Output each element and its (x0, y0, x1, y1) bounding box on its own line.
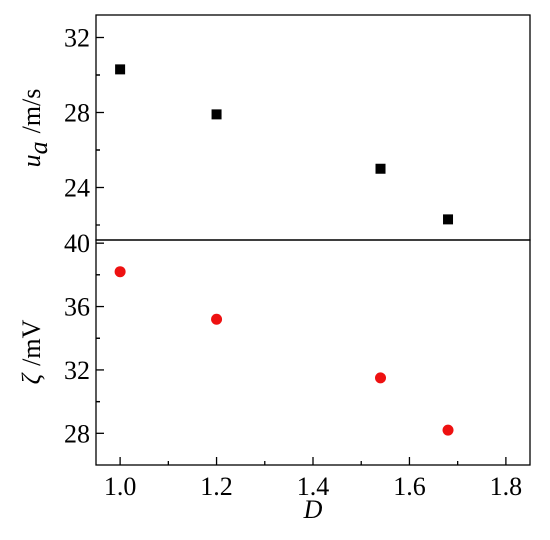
data-point (115, 64, 126, 75)
plot-frame-top (95, 14, 531, 241)
y-axis-label-top: ua/m/s (17, 89, 53, 168)
plot-frame-bottom (95, 239, 531, 466)
x-tick-label: 1.8 (490, 472, 523, 501)
y-tick-label: 28 (64, 99, 90, 128)
x-axis-ticks: 1.0 1.2 1.4 1.6 1.8 (104, 457, 522, 501)
data-point (442, 424, 454, 436)
data-point (211, 109, 222, 120)
y-tick-label: 36 (64, 293, 90, 322)
y-tick-label: 32 (64, 356, 90, 385)
y-tick-label: 40 (64, 229, 90, 258)
data-point (211, 313, 223, 325)
x-tick-label: 1.4 (297, 472, 330, 501)
panel-bottom-zeta: 28 32 36 40 1.0 1.2 1.4 1.6 1.8 ζ/mV D (17, 229, 531, 524)
series-zeta (114, 266, 454, 436)
panel-top-velocity: 24 28 32 ua/m/s (17, 14, 531, 241)
data-point (375, 163, 386, 174)
x-tick-label: 1.6 (393, 472, 426, 501)
y-axis-label-symbol: u (17, 154, 46, 167)
y-axis-label-subscript: a (24, 141, 53, 154)
y-tick-label: 28 (64, 419, 90, 448)
x-axis-label: D (303, 495, 323, 524)
x-tick-label: 1.2 (200, 472, 233, 501)
data-point (375, 372, 387, 384)
y-axis-label-unit: /mV (17, 319, 46, 365)
y-axis-ticks-bottom: 28 32 36 40 (64, 229, 104, 448)
y-axis-label-bottom: ζ/mV (17, 319, 46, 384)
series-velocity (115, 64, 454, 225)
y-tick-label: 24 (64, 174, 90, 203)
y-axis-label-unit: /m/s (17, 89, 46, 134)
y-axis-ticks-top: 24 28 32 (64, 24, 104, 226)
data-point (114, 266, 126, 278)
y-tick-label: 32 (64, 24, 90, 53)
x-tick-label: 1.0 (104, 472, 137, 501)
y-axis-label-symbol: ζ (17, 372, 46, 384)
data-point (443, 214, 454, 225)
